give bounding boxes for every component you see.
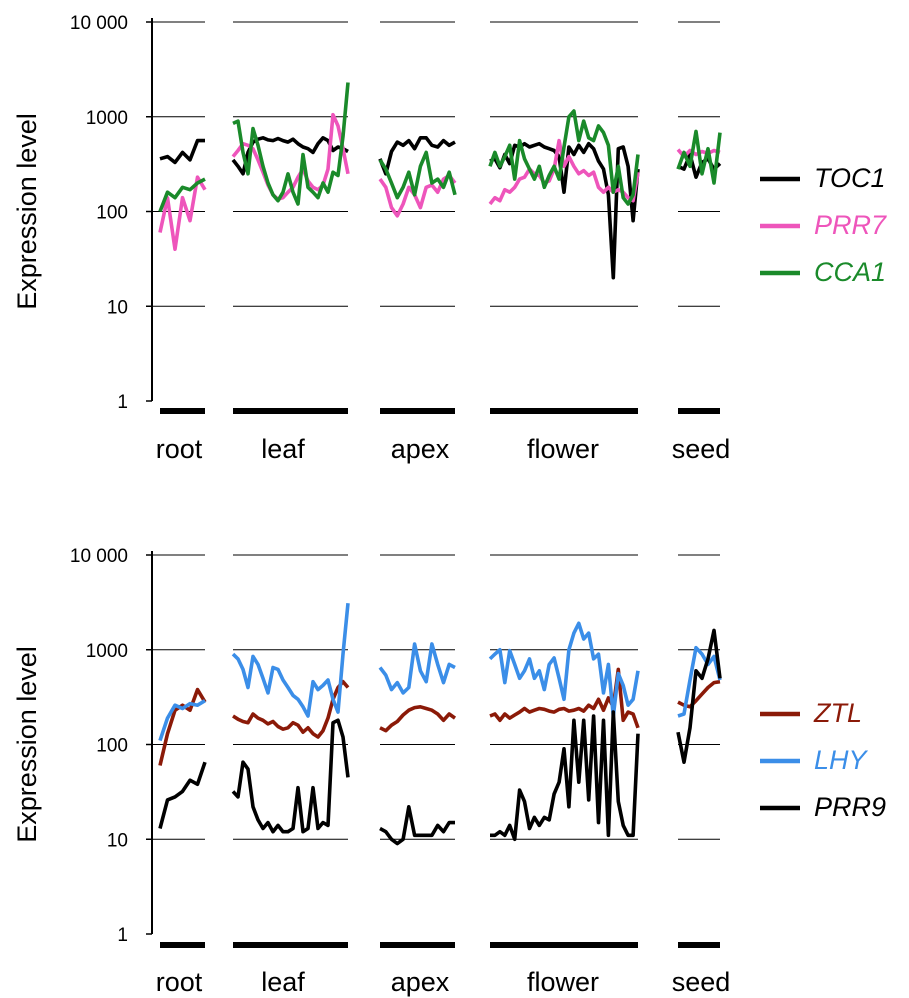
y-tick-label: 10: [107, 830, 128, 851]
top-expression-chart: 10 000 1000 100 10 1 Expression level root leaf…: [12, 13, 887, 464]
series-line-ztl-leaf: [232, 679, 350, 739]
tissue-bar-leaf: [233, 408, 348, 414]
series-line-prr9-root: [158, 761, 207, 829]
y-axis-title: Expression level: [12, 646, 42, 843]
tissue-label-leaf: leaf: [261, 967, 305, 997]
y-tick-label: 10 000: [70, 546, 128, 567]
legend-label-toc1: TOC1: [814, 163, 886, 193]
series-line-ztl-apex: [379, 704, 457, 733]
y-tick-label: 1000: [86, 108, 128, 129]
series-line-toc1-root: [159, 138, 205, 165]
series-line-prr7-apex: [378, 173, 457, 218]
tissue-label-flower: flower: [527, 434, 599, 464]
series-line-prr9-seed: [676, 628, 722, 765]
y-tick-label: 1000: [86, 641, 128, 662]
tissue-label-seed: seed: [672, 434, 731, 464]
tissue-bar-seed: [678, 942, 720, 948]
series-line-lhy-flower: [488, 621, 640, 718]
series-line-ztl-root: [158, 687, 207, 766]
tissue-bar-flower: [490, 942, 638, 948]
series-line-toc1-flower: [489, 141, 640, 280]
series-line-lhy-leaf: [231, 603, 350, 718]
legend-label-lhy: LHY: [814, 745, 869, 775]
tissue-bar-flower: [490, 408, 638, 414]
series-line-lhy-root: [158, 699, 206, 742]
tissue-label-leaf: leaf: [261, 434, 305, 464]
series-line-cca1-seed: [676, 129, 722, 185]
series-line-lhy-seed: [677, 645, 722, 718]
tissue-label-apex: apex: [391, 967, 450, 997]
series-line-cca1-apex: [378, 150, 457, 200]
tissue-label-apex: apex: [391, 434, 450, 464]
series-line-prr7-root: [158, 175, 207, 251]
y-tick-label: 10: [107, 297, 128, 318]
y-axis-title: Expression level: [12, 113, 42, 310]
tissue-bar-seed: [678, 408, 720, 414]
tissue-bar-root: [160, 942, 205, 948]
tissue-bar-apex: [380, 942, 455, 948]
y-tick-label: 100: [96, 203, 128, 224]
tissue-label-root: root: [156, 434, 203, 464]
series-line-prr9-flower: [490, 710, 640, 842]
tissue-bar-apex: [380, 408, 455, 414]
series-line-cca1-leaf: [232, 82, 350, 206]
tissue-label-flower: flower: [527, 967, 599, 997]
bottom-expression-chart: 10 000 1000 100 10 1 Expression level root leaf…: [12, 546, 886, 997]
series-line-prr9-leaf: [231, 718, 350, 834]
series-line-toc1-apex: [378, 136, 456, 176]
tissue-label-root: root: [156, 967, 203, 997]
y-tick-label: 10 000: [70, 13, 128, 34]
legend-label-prr7: PRR7: [814, 210, 887, 240]
series-line-prr9-apex: [379, 804, 455, 846]
y-tick-label: 1: [117, 925, 128, 946]
series-line-cca1-flower: [488, 109, 640, 206]
y-tick-label: 100: [96, 736, 128, 757]
legend-label-ztl: ZTL: [813, 698, 862, 728]
y-tick-label: 1: [117, 392, 128, 413]
tissue-bar-leaf: [233, 942, 348, 948]
series-line-lhy-apex: [378, 642, 456, 695]
legend-label-cca1: CCA1: [814, 257, 886, 287]
legend-label-prr9: PRR9: [814, 792, 886, 822]
tissue-label-seed: seed: [672, 967, 731, 997]
series-line-cca1-root: [158, 177, 206, 213]
tissue-bar-root: [160, 408, 205, 414]
